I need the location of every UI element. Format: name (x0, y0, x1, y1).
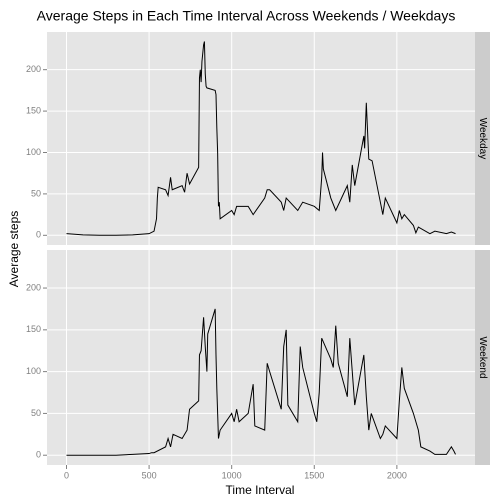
x-tick-label: 0 (64, 470, 69, 480)
y-tick-label: 100 (26, 147, 41, 157)
chart-title: Average Steps in Each Time Interval Acro… (37, 8, 456, 24)
y-axis-label: Average steps (7, 211, 21, 288)
strip-background (475, 32, 490, 245)
y-tick-label: 200 (26, 282, 41, 292)
line (66, 41, 456, 236)
y-tick-label: 150 (26, 105, 41, 115)
x-axis-label: Time Interval (226, 483, 295, 497)
y-tick-label: 0 (36, 230, 41, 240)
y-tick-label: 100 (26, 366, 41, 376)
x-tick-label: 500 (142, 470, 157, 480)
y-tick-label: 150 (26, 324, 41, 334)
y-tick-label: 200 (26, 64, 41, 74)
strip-label: Weekday (477, 118, 488, 160)
line (66, 308, 456, 456)
x-tick-label: 1000 (222, 470, 242, 480)
y-tick-label: 0 (36, 450, 41, 460)
y-tick-label: 50 (31, 188, 41, 198)
strip-background (475, 250, 490, 465)
x-tick-label: 2000 (387, 470, 407, 480)
strip-label: Weekend (477, 336, 488, 378)
x-tick-label: 1500 (304, 470, 324, 480)
panel-background (47, 32, 475, 245)
y-tick-label: 50 (31, 408, 41, 418)
panel-background (47, 250, 475, 465)
